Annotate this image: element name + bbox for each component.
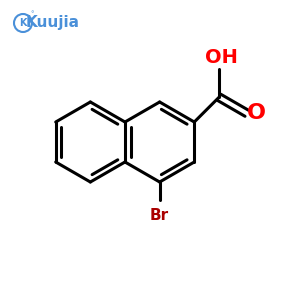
Text: OH: OH [205, 48, 238, 67]
Text: Br: Br [150, 208, 169, 223]
Text: °: ° [30, 11, 34, 17]
Text: O: O [247, 103, 266, 123]
Text: Kuujia: Kuujia [26, 16, 80, 31]
Text: K: K [19, 18, 27, 28]
